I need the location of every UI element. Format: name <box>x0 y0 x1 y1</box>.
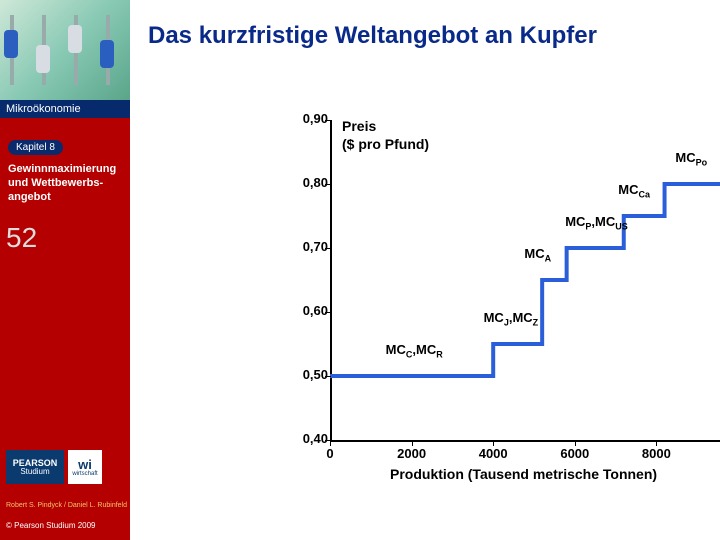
segment-label: MCJ,MCZ <box>484 310 539 328</box>
pearson-logo-bottom: Studium <box>20 468 49 476</box>
segment-label: MCC,MCR <box>386 342 443 360</box>
copyright-text: © Pearson Studium 2009 <box>6 521 96 530</box>
y-tick-label: 0,90 <box>292 111 328 126</box>
x-tick-label: 6000 <box>560 446 589 461</box>
x-tick-mark <box>412 440 413 446</box>
x-tick-mark <box>330 440 331 446</box>
slide-root: Mikroökonomie Kapitel 8 Gewinnmaximierun… <box>0 0 720 540</box>
foosball-figurine <box>36 45 50 73</box>
y-tick-label: 0,60 <box>292 303 328 318</box>
y-tick-label: 0,40 <box>292 431 328 446</box>
y-tick-label: 0,50 <box>292 367 328 382</box>
course-label: Mikroökonomie <box>0 100 130 118</box>
wi-logo-text: wi <box>78 458 92 471</box>
main-content: Das kurzfristige Weltangebot an Kupfer P… <box>130 0 720 540</box>
y-tick-mark <box>325 120 331 121</box>
publisher-logos: PEARSON Studium wi wirtschaft <box>6 450 102 484</box>
y-tick-label: 0,80 <box>292 175 328 190</box>
y-tick-mark <box>325 184 331 185</box>
x-tick-label: 2000 <box>397 446 426 461</box>
x-tick-mark <box>656 440 657 446</box>
step-line-path <box>330 120 720 440</box>
foosball-figurine <box>100 40 114 68</box>
x-tick-label: 8000 <box>642 446 671 461</box>
wi-logo: wi wirtschaft <box>68 450 102 484</box>
segment-label: MCPo <box>675 150 707 168</box>
x-tick-label: 0 <box>326 446 333 461</box>
header-image-foosball <box>0 0 130 100</box>
wi-logo-sub: wirtschaft <box>72 471 97 477</box>
x-tick-label: 4000 <box>479 446 508 461</box>
x-tick-mark <box>575 440 576 446</box>
segment-label: MCCa <box>618 182 650 200</box>
foosball-figurine <box>4 30 18 58</box>
x-tick-mark <box>493 440 494 446</box>
x-axis-line <box>330 440 720 442</box>
copper-supply-chart: Preis ($ pro Pfund) Produktion (Tausend … <box>270 100 710 500</box>
segment-label: MCA <box>524 246 551 264</box>
y-tick-label: 0,70 <box>292 239 328 254</box>
y-tick-mark <box>325 312 331 313</box>
y-tick-mark <box>325 248 331 249</box>
authors-text: Robert S. Pindyck / Daniel L. Rubinfeld <box>6 502 127 510</box>
y-tick-mark <box>325 376 331 377</box>
pearson-logo: PEARSON Studium <box>6 450 64 484</box>
x-axis-label: Produktion (Tausend metrische Tonnen) <box>390 466 657 482</box>
foosball-figurine <box>68 25 82 53</box>
chapter-pill: Kapitel 8 <box>8 140 63 155</box>
segment-label: MCP,MCUS <box>565 214 628 232</box>
sidebar: Mikroökonomie Kapitel 8 Gewinnmaximierun… <box>0 0 130 540</box>
slide-number: 52 <box>6 222 37 254</box>
chapter-title: Gewinnmaximierung und Wettbewerbs-angebo… <box>0 161 130 204</box>
slide-title: Das kurzfristige Weltangebot an Kupfer <box>130 0 720 50</box>
